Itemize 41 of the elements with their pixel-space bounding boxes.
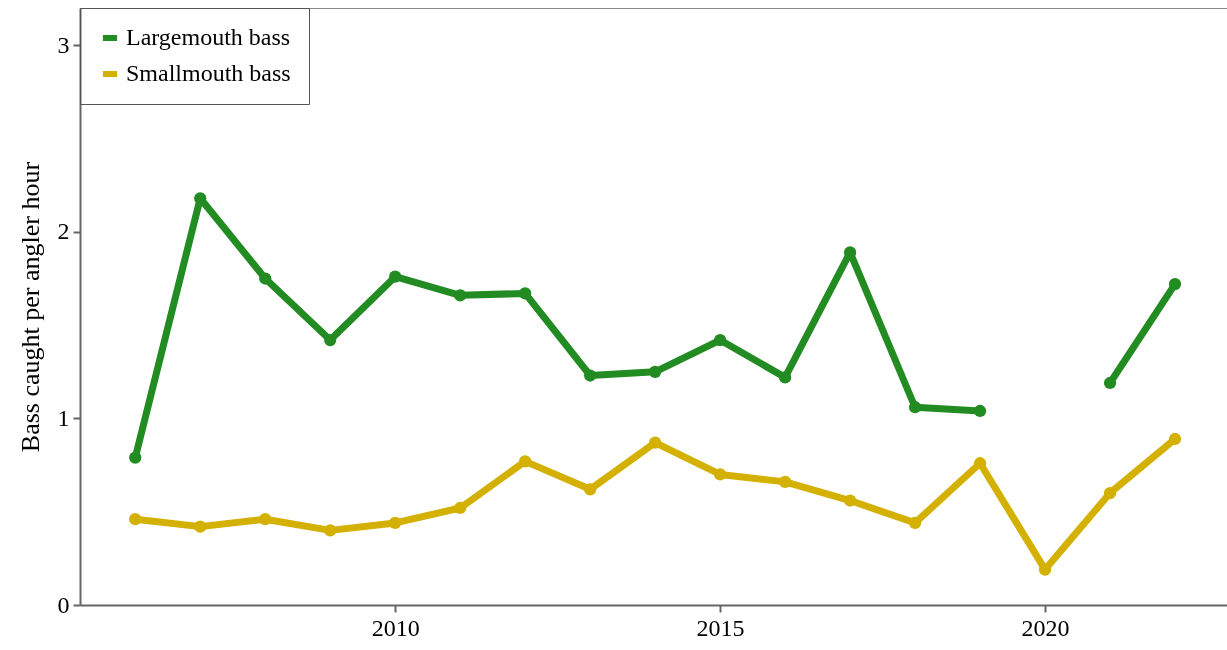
point <box>389 516 402 530</box>
point <box>324 333 337 347</box>
point <box>259 272 272 285</box>
y-tick-label: 1 <box>57 404 70 431</box>
point <box>194 520 207 533</box>
y-tick-label: 0 <box>57 591 70 618</box>
point <box>324 524 337 537</box>
point <box>584 483 597 496</box>
point <box>1103 486 1117 500</box>
point <box>259 513 272 526</box>
point <box>843 494 857 507</box>
point <box>1168 278 1182 291</box>
point <box>454 501 467 515</box>
point <box>584 369 597 382</box>
legend-label: Largemouth bass <box>126 24 291 50</box>
point <box>1168 432 1182 446</box>
x-tick-label: 2010 <box>371 614 420 641</box>
point <box>973 404 987 418</box>
y-axis-title: Bass caught per angler hour <box>15 161 45 453</box>
point <box>519 455 532 468</box>
point <box>778 475 792 488</box>
point <box>389 270 402 283</box>
x-tick-label: 2015 <box>696 614 745 641</box>
point <box>778 371 792 384</box>
point <box>908 401 922 414</box>
point <box>908 516 922 530</box>
point <box>649 365 662 378</box>
point <box>713 333 727 347</box>
point <box>973 457 987 470</box>
point <box>519 287 532 300</box>
y-tick-label: 3 <box>57 31 70 58</box>
point <box>1103 376 1117 390</box>
point <box>713 468 727 481</box>
x-tick-label: 2020 <box>1021 614 1070 641</box>
point <box>649 436 662 449</box>
point <box>129 451 142 464</box>
legend-label: Smallmouth bass <box>126 60 291 86</box>
point <box>1038 563 1052 576</box>
point <box>454 289 467 302</box>
point <box>129 513 142 526</box>
y-tick-label: 2 <box>57 218 70 245</box>
